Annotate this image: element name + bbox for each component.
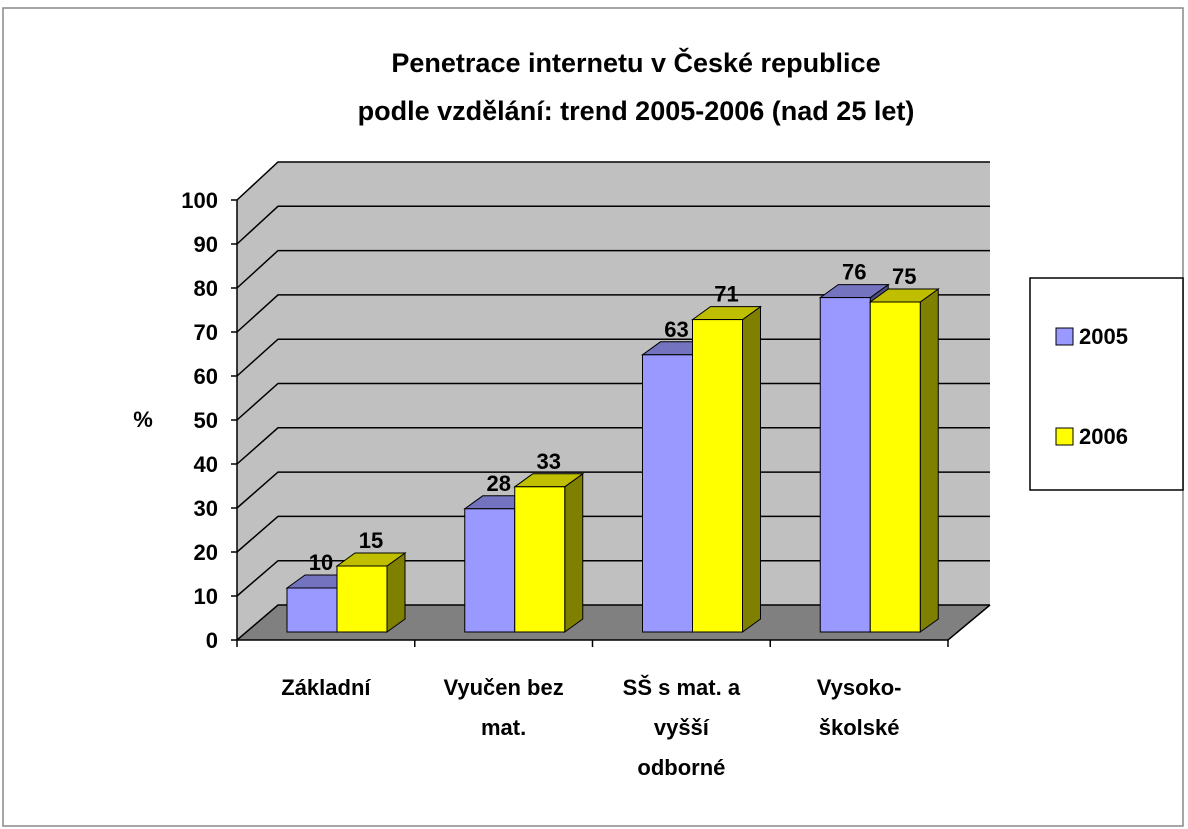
- value-label: 63: [664, 317, 688, 342]
- legend: [1029, 277, 1184, 491]
- x-tick-label: Základní: [281, 675, 371, 700]
- x-tick-label: Vysoko-školské: [817, 675, 902, 740]
- value-label: 71: [714, 282, 738, 307]
- x-tick-label: SŠ s mat. a vyšší odborné: [623, 675, 741, 780]
- y-tick-label: 90: [194, 232, 218, 257]
- y-tick-label: 100: [181, 188, 218, 213]
- bar: [690, 305, 763, 633]
- grid-line: [236, 161, 990, 201]
- bar: [868, 288, 940, 633]
- value-label: 15: [359, 528, 383, 553]
- legend-label: 2006: [1079, 424, 1128, 449]
- legend-swatch: [1055, 327, 1074, 346]
- y-tick-label: 60: [194, 364, 218, 389]
- floor: [237, 605, 990, 640]
- grid-line: [236, 205, 990, 245]
- y-tick-label: 20: [194, 540, 218, 565]
- value-label: 76: [842, 260, 866, 285]
- y-tick-label: 0: [206, 628, 218, 653]
- y-tick-label: 30: [194, 496, 218, 521]
- x-tick-label: Vyučen bez mat.: [444, 675, 564, 740]
- value-label: 75: [892, 264, 916, 289]
- y-tick-label: 70: [194, 320, 218, 345]
- y-tick-label: 50: [194, 408, 218, 433]
- legend-swatch: [1055, 427, 1074, 446]
- value-label: 28: [487, 471, 511, 496]
- y-tick-label: 10: [194, 584, 218, 609]
- chart-title: Penetrace internetu v České republice pod…: [358, 47, 915, 126]
- y-tick-label: 40: [194, 452, 218, 477]
- value-label: 33: [537, 449, 561, 474]
- y-axis-label: %: [133, 407, 153, 432]
- y-tick-label: 80: [194, 276, 218, 301]
- value-label: 10: [309, 550, 333, 575]
- legend-label: 2005: [1079, 324, 1128, 349]
- bar: [335, 552, 407, 633]
- grid-line: [236, 294, 990, 333]
- bar: [513, 472, 585, 633]
- grid-line: [236, 249, 990, 289]
